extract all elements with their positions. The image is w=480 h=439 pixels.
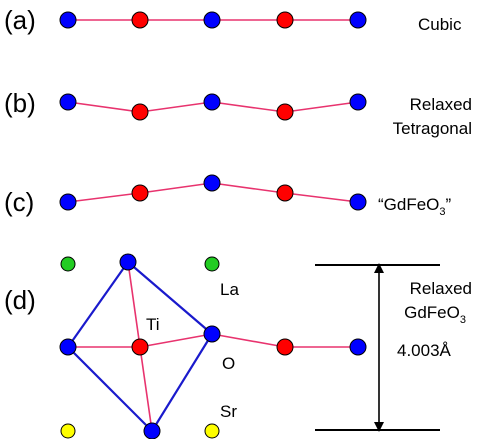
distance-value: 4.003Å <box>397 341 452 360</box>
o-atom <box>349 193 367 211</box>
ti-o-bond <box>139 333 213 348</box>
o-label: O <box>222 354 235 373</box>
panel-d-caption-line1: Relaxed <box>410 279 472 298</box>
o-atom <box>59 93 77 111</box>
ti-atom <box>131 11 149 29</box>
panel-d-structure <box>59 253 367 439</box>
ti-atom <box>276 103 294 121</box>
ti-o-bond <box>139 346 153 432</box>
o-atom <box>349 11 367 29</box>
ti-atom <box>131 338 149 356</box>
ti-atom <box>131 184 149 202</box>
o-atom <box>349 93 367 111</box>
la-atom <box>204 256 220 272</box>
panel-a-label: (a) <box>4 5 36 35</box>
o-atom <box>203 325 221 343</box>
panel-a-chain <box>59 11 367 29</box>
panel-c-label: (c) <box>4 187 34 217</box>
panel-b-label: (b) <box>4 88 36 118</box>
la-label: La <box>220 280 239 299</box>
o-atom <box>349 338 367 356</box>
la-atom <box>60 256 76 272</box>
o-atom <box>119 253 137 271</box>
o-atom <box>203 11 221 29</box>
ti-atom <box>276 184 294 202</box>
o-atom <box>59 338 77 356</box>
ti-atom <box>276 11 294 29</box>
panel-d-label: (d) <box>4 285 36 315</box>
o-atom <box>143 422 161 439</box>
sr-atom <box>204 423 220 439</box>
o-atom <box>59 193 77 211</box>
panel-b-chain <box>59 93 367 121</box>
o-atom <box>203 174 221 192</box>
panel-d-caption-line2: GdFeO3 <box>404 303 466 326</box>
sr-label: Sr <box>220 402 237 421</box>
ti-atom <box>131 103 149 121</box>
panel-b-caption-line2: Tetragonal <box>393 119 472 138</box>
o-atom <box>203 93 221 111</box>
panel-c-chain <box>59 174 367 211</box>
ti-atom <box>276 338 294 356</box>
panel-a-caption: Cubic <box>418 15 462 34</box>
o-atom <box>59 11 77 29</box>
ti-label: Ti <box>146 315 160 334</box>
panel-c-caption: “GdFeO3” <box>378 195 452 218</box>
ti-o-bond <box>127 261 141 348</box>
panel-b-caption-line1: Relaxed <box>410 95 472 114</box>
sr-atom <box>60 423 76 439</box>
